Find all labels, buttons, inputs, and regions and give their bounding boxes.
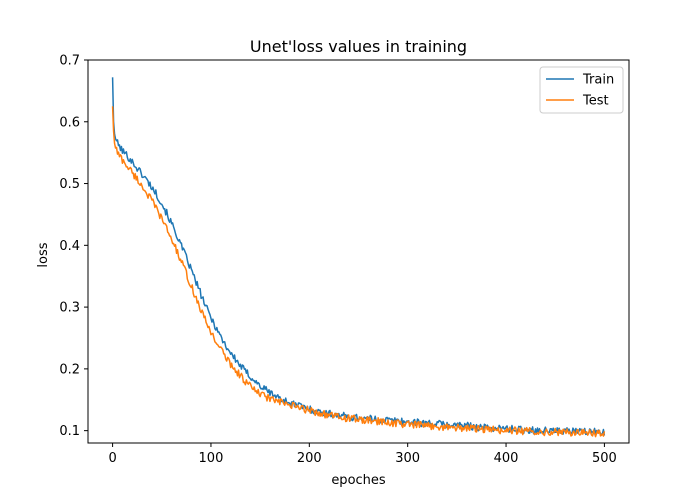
x-axis: 0 100 200 300 400 500 xyxy=(108,443,617,466)
axes-frame xyxy=(87,59,630,444)
y-tick-label: 0.5 xyxy=(59,177,80,192)
x-tick-label: 400 xyxy=(494,451,519,466)
y-axis-label: loss xyxy=(36,242,51,267)
series-line-train xyxy=(111,77,606,436)
x-tick-label: 200 xyxy=(297,451,322,466)
x-axis-label: epoches xyxy=(331,473,386,488)
x-tick-label: 300 xyxy=(395,451,420,466)
y-axis: 0.1 0.2 0.3 0.4 0.5 0.6 0.7 xyxy=(59,54,88,439)
chart-title: Unet'loss values in training xyxy=(250,37,467,56)
x-tick-label: 0 xyxy=(108,451,116,466)
y-tick-label: 0.6 xyxy=(59,115,80,130)
legend-label-train: Train xyxy=(582,73,614,88)
x-tick-label: 500 xyxy=(592,451,617,466)
x-tick-label: 100 xyxy=(199,451,224,466)
legend-label-test: Test xyxy=(582,94,609,109)
legend: Train Test xyxy=(539,66,624,114)
y-tick-label: 0.3 xyxy=(59,301,80,316)
y-tick-label: 0.4 xyxy=(59,239,80,254)
y-tick-label: 0.7 xyxy=(59,54,80,69)
plot-area xyxy=(87,59,630,444)
y-tick-label: 0.1 xyxy=(59,424,80,439)
y-tick-label: 0.2 xyxy=(59,362,80,377)
series-line-test xyxy=(111,106,606,438)
